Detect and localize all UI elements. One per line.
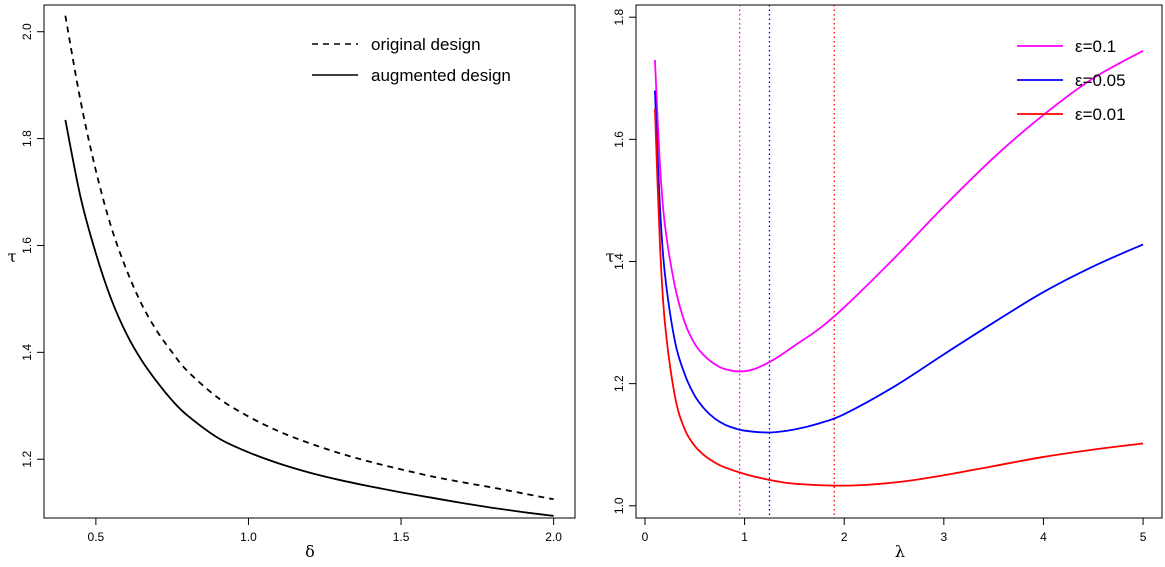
- left-y-axis-title: τ: [8, 247, 17, 266]
- right-y-tick-label: 1.0: [612, 497, 626, 514]
- left-y-tick-label: 2.0: [20, 23, 34, 40]
- left-y-tick-label: 1.8: [20, 130, 34, 147]
- right-x-tick-label: 4: [1040, 530, 1047, 544]
- left-x-axis-title: δ: [305, 542, 315, 561]
- right-plot-optimum-lines: [738, 5, 835, 518]
- left-plot-lines: [64, 15, 554, 517]
- right-panel: 0 1 2 3 4 5 1.0 1.2 1.4 1.6 1.8 λ τ ε=0.1 ε=0.05 …: [606, 4, 1163, 561]
- left-x-tick-label: 1.5: [393, 530, 410, 544]
- right-x-tick-label: 0: [642, 530, 649, 544]
- left-y-tick-label: 1.6: [20, 237, 34, 254]
- left-legend-label-augmented: augmented design: [371, 66, 511, 85]
- left-x-tick-label: 2.0: [545, 530, 562, 544]
- right-legend-label-eps-0-05: ε=0.05: [1075, 71, 1126, 90]
- right-y-tick-label: 1.6: [612, 131, 626, 148]
- left-y-tick-label: 1.2: [20, 451, 34, 468]
- left-plot-frame: [43, 4, 576, 519]
- right-x-tick-label: 5: [1140, 530, 1147, 544]
- left-series-line-0: [64, 15, 554, 501]
- left-y-axis: 1.2 1.4 1.6 1.8 2.0: [20, 23, 44, 468]
- right-series-line-2: [654, 108, 1144, 487]
- right-legend: ε=0.1 ε=0.05 ε=0.01: [1017, 37, 1126, 124]
- left-x-tick-label: 0.5: [88, 530, 105, 544]
- right-legend-label-eps-0-1: ε=0.1: [1075, 37, 1116, 56]
- left-legend-label-original: original design: [371, 35, 481, 54]
- right-series-line-0: [654, 50, 1144, 373]
- right-y-tick-label: 1.4: [612, 253, 626, 270]
- left-legend: original design augmented design: [312, 35, 511, 85]
- right-x-axis-title: λ: [895, 542, 905, 561]
- left-series-line-1: [64, 119, 554, 517]
- left-panel: 0.5 1.0 1.5 2.0 1.2 1.4 1.6 1.8 2.0 δ τ origina…: [8, 4, 576, 561]
- right-series-line-1: [654, 90, 1144, 434]
- right-legend-label-eps-0-01: ε=0.01: [1075, 105, 1126, 124]
- right-x-tick-label: 1: [741, 530, 748, 544]
- right-y-tick-label: 1.8: [612, 9, 626, 26]
- right-x-axis: 0 1 2 3 4 5: [642, 518, 1147, 544]
- left-y-tick-label: 1.4: [20, 344, 34, 361]
- right-y-axis-title: τ: [606, 247, 615, 266]
- left-x-tick-label: 1.0: [240, 530, 257, 544]
- right-x-tick-label: 2: [841, 530, 848, 544]
- left-x-axis: 0.5 1.0 1.5 2.0: [88, 518, 562, 544]
- right-y-axis: 1.0 1.2 1.4 1.6 1.8: [612, 9, 636, 514]
- right-y-tick-label: 1.2: [612, 375, 626, 392]
- right-x-tick-label: 3: [940, 530, 947, 544]
- right-plot-lines: [654, 50, 1144, 487]
